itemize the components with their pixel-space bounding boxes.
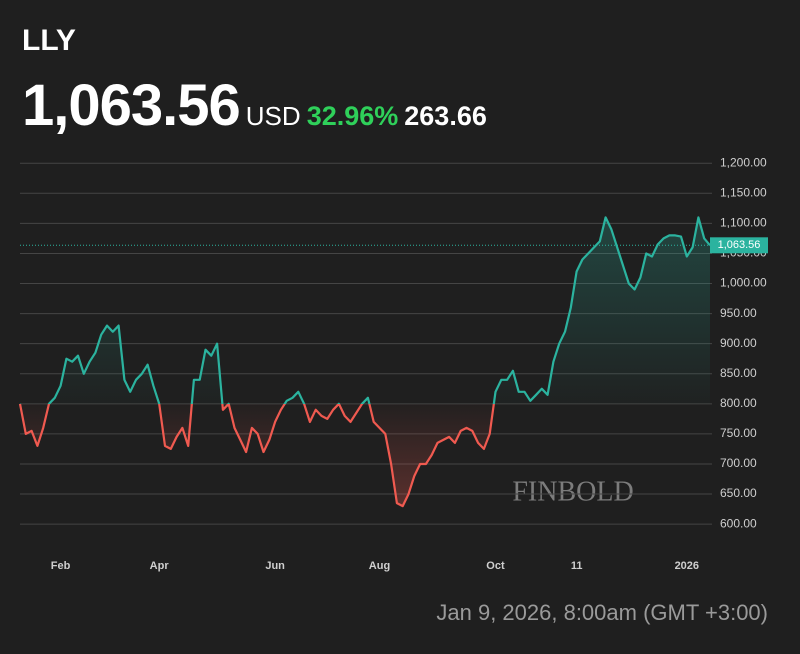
y-tick-label: 850.00 <box>720 366 757 380</box>
y-tick-label: 1,100.00 <box>720 216 767 230</box>
x-tick-label: Feb <box>51 560 71 572</box>
price-area <box>20 217 710 507</box>
currency: USD <box>245 101 301 131</box>
last-price-box <box>710 237 768 254</box>
quote: 1,063.56 USD 32.96% 263.66 <box>22 72 487 139</box>
x-tick-label: 2026 <box>675 560 699 572</box>
y-tick-label: 750.00 <box>720 426 757 440</box>
ticker: LLY <box>22 24 76 57</box>
y-tick-label: 900.00 <box>720 336 757 350</box>
x-tick-label: Apr <box>150 560 170 572</box>
y-tick-label: 1,000.00 <box>720 276 767 290</box>
y-tick-label: 1,150.00 <box>720 185 767 199</box>
change: 263.66 <box>404 101 487 131</box>
last-price-label: 1,063.56 <box>718 239 761 251</box>
x-tick-label: Aug <box>369 560 390 572</box>
x-tick-label: Jun <box>265 560 285 572</box>
price: 1,063.56 <box>22 73 241 138</box>
y-tick-label: 1,200.00 <box>720 155 767 169</box>
timestamp: Jan 9, 2026, 8:00am (GMT +3:00) <box>436 600 768 625</box>
price-line <box>18 216 711 508</box>
x-tick-label: 11 <box>571 560 583 572</box>
change-percent: 32.96% <box>306 101 399 131</box>
y-tick-label: 600.00 <box>720 516 757 530</box>
y-tick-label: 650.00 <box>720 486 757 500</box>
x-tick-label: Oct <box>486 560 505 572</box>
y-tick-label: 700.00 <box>720 456 757 470</box>
watermark: FINBOLD <box>512 476 633 507</box>
y-tick-label: 800.00 <box>720 396 757 410</box>
y-tick-label: 950.00 <box>720 306 757 320</box>
